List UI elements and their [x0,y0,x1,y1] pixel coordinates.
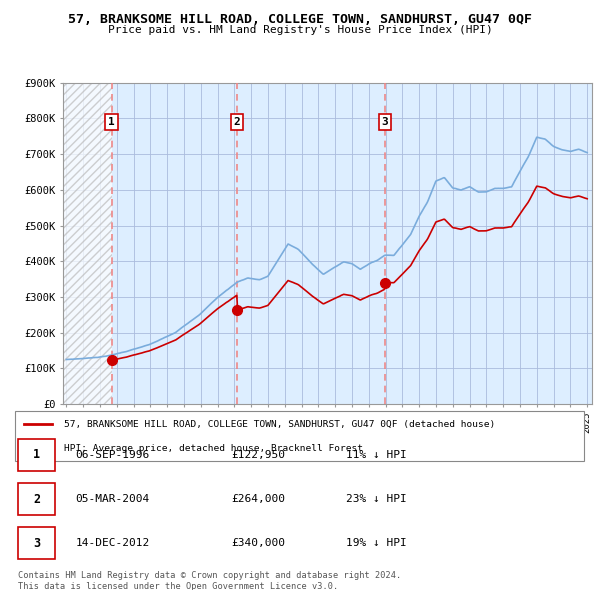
Text: 57, BRANKSOME HILL ROAD, COLLEGE TOWN, SANDHURST, GU47 0QF (detached house): 57, BRANKSOME HILL ROAD, COLLEGE TOWN, S… [64,419,495,428]
Text: HPI: Average price, detached house, Bracknell Forest: HPI: Average price, detached house, Brac… [64,444,363,453]
Text: 05-MAR-2004: 05-MAR-2004 [76,494,149,504]
Text: 3: 3 [33,537,40,550]
Text: £340,000: £340,000 [231,539,285,548]
Text: 2: 2 [234,117,241,127]
FancyBboxPatch shape [18,527,55,559]
Text: 57, BRANKSOME HILL ROAD, COLLEGE TOWN, SANDHURST, GU47 0QF: 57, BRANKSOME HILL ROAD, COLLEGE TOWN, S… [68,13,532,26]
Text: 14-DEC-2012: 14-DEC-2012 [76,539,149,548]
Text: 19% ↓ HPI: 19% ↓ HPI [346,539,407,548]
Text: 23% ↓ HPI: 23% ↓ HPI [346,494,407,504]
Text: £122,950: £122,950 [231,450,285,460]
Text: 11% ↓ HPI: 11% ↓ HPI [346,450,407,460]
Text: 06-SEP-1996: 06-SEP-1996 [76,450,149,460]
Bar [63,83,112,404]
Text: £264,000: £264,000 [231,494,285,504]
FancyBboxPatch shape [18,439,55,471]
Text: 1: 1 [108,117,115,127]
Text: 2: 2 [33,493,40,506]
FancyBboxPatch shape [18,483,55,515]
Text: Contains HM Land Registry data © Crown copyright and database right 2024.
This d: Contains HM Land Registry data © Crown c… [18,571,401,590]
Text: Price paid vs. HM Land Registry's House Price Index (HPI): Price paid vs. HM Land Registry's House … [107,25,493,35]
Text: 1: 1 [33,448,40,461]
FancyBboxPatch shape [15,411,584,461]
Text: 3: 3 [382,117,388,127]
